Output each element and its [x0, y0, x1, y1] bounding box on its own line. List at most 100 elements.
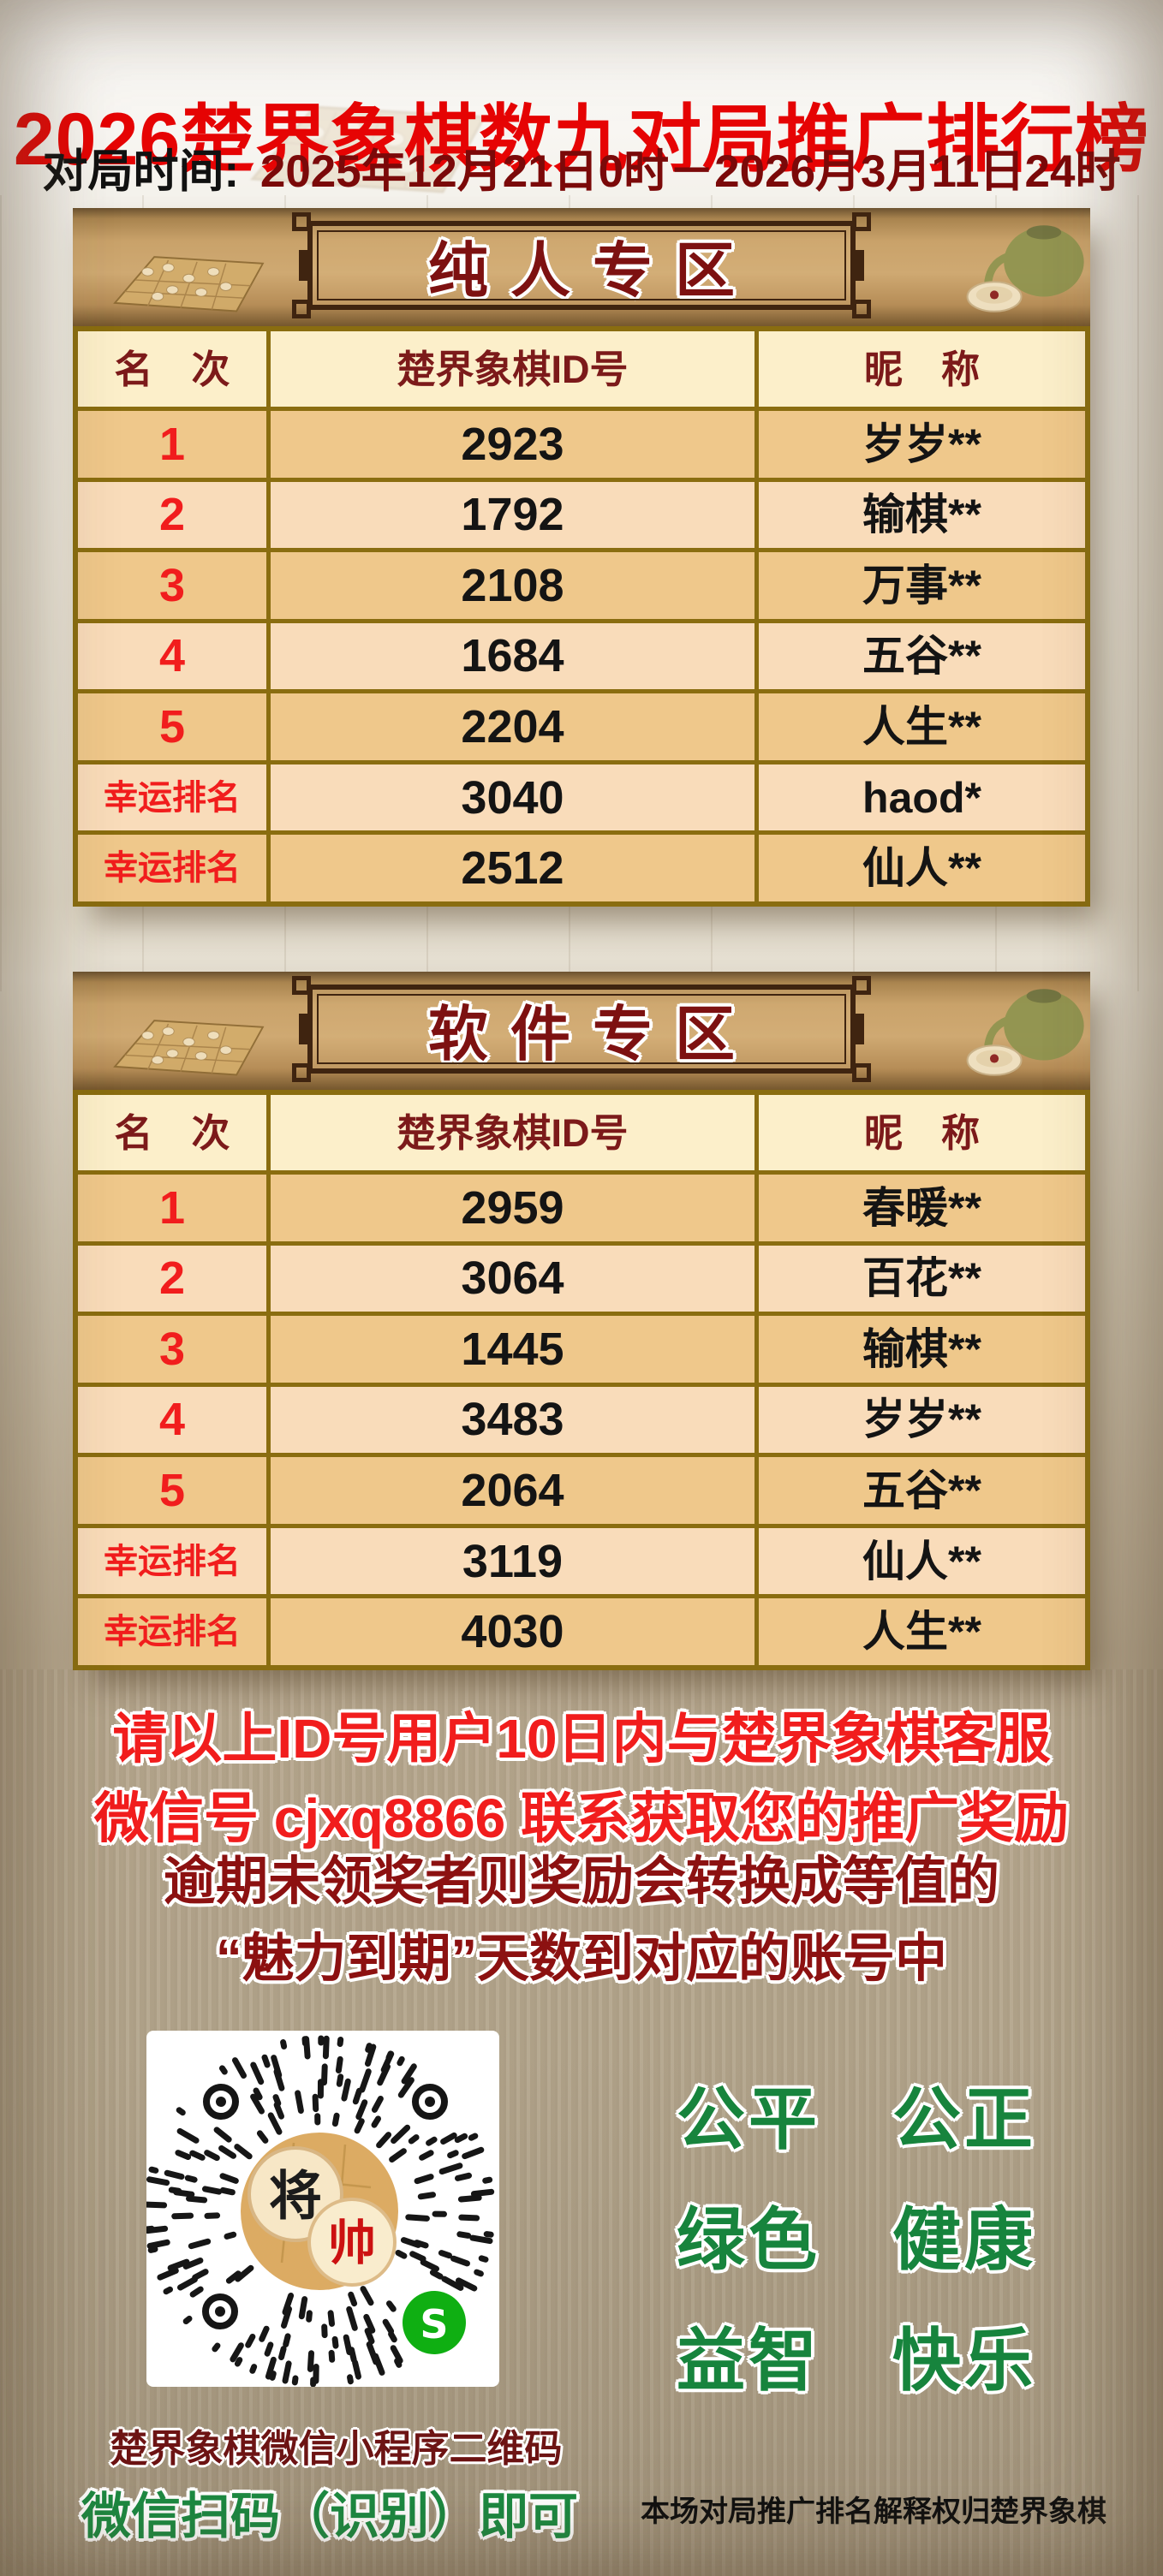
rank-cell: 1 [78, 1175, 266, 1241]
nick-cell: 岁岁** [759, 1386, 1085, 1454]
id-cell: 3040 [271, 764, 754, 831]
banner-title: 纯人专区 [428, 236, 757, 304]
match-time: 对局时间: 2025年12月21日0时－2026月3月11日24时 [0, 146, 1163, 197]
nick-cell: haod* [759, 764, 1085, 831]
frame-ornament [852, 1063, 871, 1082]
banner-frame: 纯人专区 [292, 212, 871, 318]
id-cell: 3483 [271, 1386, 754, 1454]
id-cell: 1792 [271, 481, 754, 549]
match-time-label: 对局时间: [42, 146, 240, 197]
frame-ornament [852, 212, 871, 231]
svg-text:S: S [420, 2301, 448, 2347]
qr-eye [412, 2084, 448, 2120]
slogan-line: 公平 公正 [677, 2080, 1036, 2157]
faint-chessboard-watermark [249, 105, 486, 193]
rank-cell: 4 [78, 1386, 266, 1454]
nick-cell: 百花** [759, 1245, 1085, 1312]
slogan-line: 绿色 健康 [677, 2201, 1036, 2278]
expiry-notice: 逾期未领奖者则奖励会转换成等值的 “魅力到期”天数到对应的账号中 [0, 1842, 1163, 1996]
nick-cell: 五谷** [759, 1457, 1085, 1524]
frame-ornament [292, 212, 311, 231]
qr-piece-black: 将 [269, 2165, 322, 2228]
banner-title: 软件专区 [428, 1000, 757, 1068]
nick-cell: 仙人** [759, 1527, 1085, 1595]
nick-cell: 万事** [759, 552, 1085, 619]
wechat-miniprogram-logo-icon: S [403, 2291, 466, 2354]
id-cell: 1684 [271, 622, 754, 690]
rank-cell: 1 [78, 411, 266, 478]
id-cell: 3119 [271, 1527, 754, 1595]
rank-cell: 3 [78, 552, 266, 619]
lucky-rank-cell: 幸运排名 [78, 835, 266, 901]
lucky-rank-cell: 幸运排名 [78, 1598, 266, 1665]
frame-ornament [852, 976, 871, 995]
header-cell-id: 楚界象棋ID号 [271, 1095, 754, 1170]
id-cell: 4030 [271, 1598, 754, 1665]
teapot-graphic [966, 225, 1084, 312]
frame-ornament [852, 300, 871, 318]
teapot-graphic [966, 989, 1084, 1076]
rank-cell: 4 [78, 622, 266, 690]
slogan-line: 益智 快乐 [677, 2322, 1036, 2399]
nick-cell: 五谷** [759, 622, 1085, 690]
id-cell: 2923 [271, 411, 754, 478]
frame-ornament [299, 250, 307, 281]
ranking-table-pure-human: 名 次 楚界象棋ID号 昵 称 1 2923 岁岁** 2 1792 输棋** … [73, 326, 1090, 907]
reward-notice: 请以上ID号用户10日内与楚界象棋客服 微信号 cjxq8866 联系获取您的推… [0, 1699, 1163, 1859]
frame-ornament [856, 1014, 864, 1044]
nick-cell: 春暖** [759, 1175, 1085, 1241]
chessboard-graphic [113, 1020, 265, 1076]
id-cell: 2204 [271, 693, 754, 760]
nick-cell: 人生** [759, 1598, 1085, 1665]
chessboard-graphic [113, 256, 265, 312]
nick-cell: 仙人** [759, 835, 1085, 901]
id-cell: 2108 [271, 552, 754, 619]
header-cell-rank: 名 次 [78, 1095, 266, 1170]
scan-instruction: 微信扫码（识别）即可 [81, 2489, 578, 2544]
frame-ornament [299, 1014, 307, 1044]
id-cell: 2959 [271, 1175, 754, 1241]
rank-cell: 2 [78, 481, 266, 549]
frame-ornament [292, 1063, 311, 1082]
banner-software: 软件专区 [73, 972, 1090, 1090]
header-cell-rank: 名 次 [78, 331, 266, 407]
lucky-rank-cell: 幸运排名 [78, 1527, 266, 1595]
rank-cell: 2 [78, 1245, 266, 1312]
section-pure-human: 纯人专区 名 次 楚界象棋ID号 昵 称 1 2923 岁岁** 2 1792 … [73, 208, 1090, 907]
header-cell-nick: 昵 称 [759, 331, 1085, 407]
wechat-miniprogram-qr-code: 将 帅 S [143, 2031, 499, 2388]
qr-piece-red: 帅 [328, 2216, 376, 2272]
banner-pure-human: 纯人专区 [73, 208, 1090, 326]
reward-notice-line1: 请以上ID号用户10日内与楚界象棋客服 [112, 1708, 1051, 1770]
slogans: 公平 公正 绿色 健康 益智 快乐 [625, 2053, 1088, 2415]
id-cell: 2064 [271, 1457, 754, 1524]
qr-code-graphic: 将 帅 S [143, 2035, 495, 2388]
id-cell: 2512 [271, 835, 754, 901]
qr-eye [203, 2084, 239, 2120]
disclaimer-text: 本场对局推广排名解释权归楚界象棋 [641, 2496, 1106, 2528]
frame-ornament [856, 250, 864, 281]
lucky-rank-cell: 幸运排名 [78, 764, 266, 831]
rank-cell: 5 [78, 1457, 266, 1524]
banner-frame: 软件专区 [292, 976, 871, 1082]
nick-cell: 输棋** [759, 481, 1085, 549]
qr-eye [202, 2293, 238, 2329]
expiry-notice-line1: 逾期未领奖者则奖励会转换成等值的 [163, 1852, 999, 1910]
ranking-table-software: 名 次 楚界象棋ID号 昵 称 1 2959 春暖** 2 3064 百花** … [73, 1090, 1090, 1670]
qr-caption: 楚界象棋微信小程序二维码 [110, 2428, 563, 2470]
id-cell: 1445 [271, 1316, 754, 1383]
expiry-notice-line2: “魅力到期”天数到对应的账号中 [215, 1929, 947, 1987]
nick-cell: 人生** [759, 693, 1085, 760]
rank-cell: 5 [78, 693, 266, 760]
id-cell: 3064 [271, 1245, 754, 1312]
frame-ornament [292, 300, 311, 318]
page-title: 2026楚界象棋数九对局推广排行榜 [13, 98, 1150, 181]
frame-ornament [292, 976, 311, 995]
qr-center-chess-art: 将 帅 [241, 2133, 398, 2290]
rank-cell: 3 [78, 1316, 266, 1383]
reward-notice-line2: 微信号 cjxq8866 联系获取您的推广奖励 [94, 1788, 1069, 1849]
header-cell-nick: 昵 称 [759, 1095, 1085, 1170]
nick-cell: 岁岁** [759, 411, 1085, 478]
nick-cell: 输棋** [759, 1316, 1085, 1383]
